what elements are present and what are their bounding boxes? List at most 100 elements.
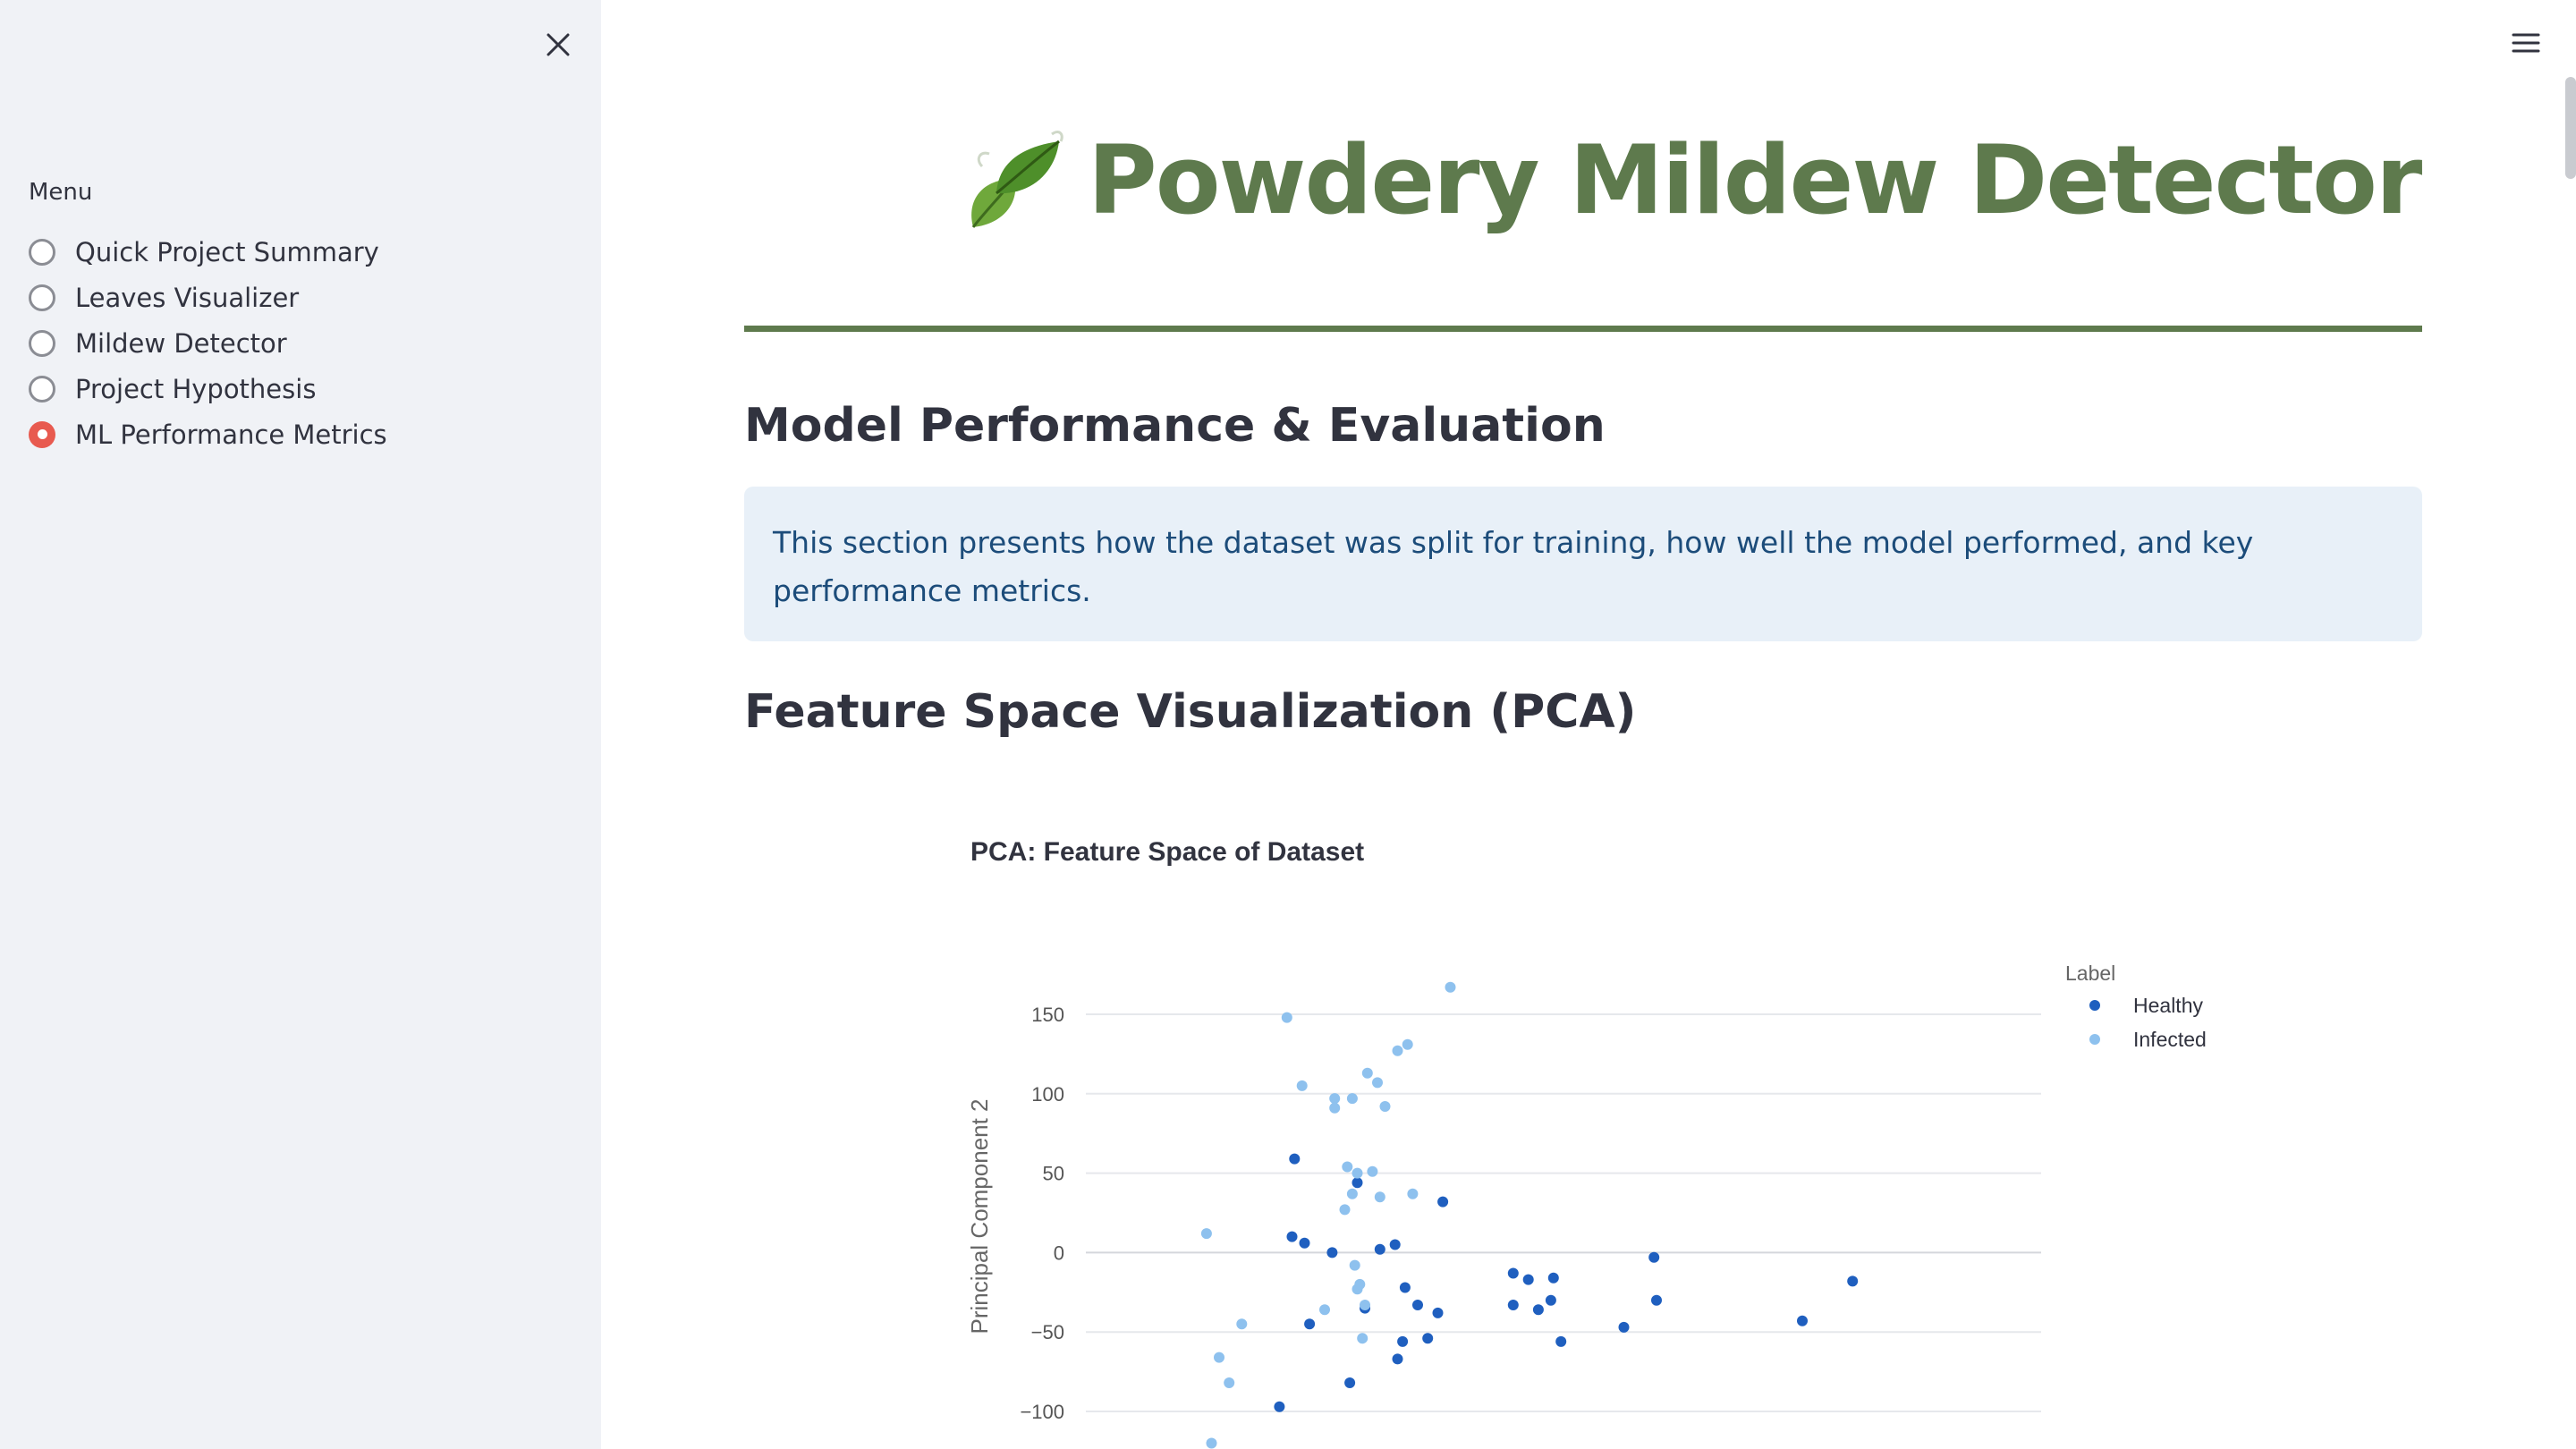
data-point-infected[interactable]	[1224, 1377, 1235, 1388]
close-icon	[547, 33, 570, 56]
data-point-healthy[interactable]	[1412, 1300, 1423, 1310]
data-point-infected[interactable]	[1346, 1093, 1358, 1105]
data-point-infected[interactable]	[1329, 1102, 1341, 1114]
title-text: Powdery Mildew Detector	[1088, 125, 2422, 235]
info-box: This section presents how the dataset wa…	[744, 487, 2422, 641]
leaves-icon	[971, 130, 1063, 228]
scrollbar-thumb[interactable]	[2565, 77, 2576, 179]
legend-marker-infected[interactable]	[2089, 1034, 2100, 1045]
y-axis-label: Principal Component 2	[966, 1098, 993, 1334]
data-point-healthy[interactable]	[1289, 1153, 1301, 1165]
chart-points	[1200, 981, 1859, 1449]
data-point-healthy[interactable]	[1797, 1315, 1808, 1326]
legend-marker-healthy[interactable]	[2089, 1000, 2100, 1011]
data-point-infected[interactable]	[1346, 1188, 1358, 1199]
data-point-healthy[interactable]	[1545, 1294, 1556, 1306]
chart-grid: 150 100 50 0 −50 −100	[1020, 1004, 2041, 1423]
data-point-infected[interactable]	[1206, 1437, 1217, 1449]
data-point-healthy[interactable]	[1432, 1307, 1444, 1318]
data-point-healthy[interactable]	[1422, 1333, 1434, 1344]
menu-item-project-hypothesis[interactable]: Project Hypothesis	[29, 366, 387, 411]
data-point-healthy[interactable]	[1547, 1272, 1559, 1284]
data-point-healthy[interactable]	[1274, 1401, 1285, 1412]
title-divider	[744, 326, 2422, 332]
section-heading-model-performance: Model Performance & Evaluation	[744, 399, 1606, 453]
data-point-infected[interactable]	[1392, 1045, 1403, 1056]
data-point-infected[interactable]	[1352, 1167, 1363, 1179]
menu-item-ml-performance-metrics[interactable]: ML Performance Metrics	[29, 411, 387, 457]
y-tick-label: 100	[1031, 1083, 1064, 1106]
menu-item-label: Project Hypothesis	[75, 373, 317, 404]
data-point-healthy[interactable]	[1352, 1177, 1363, 1189]
data-point-healthy[interactable]	[1522, 1274, 1534, 1285]
data-point-infected[interactable]	[1354, 1278, 1366, 1290]
data-point-healthy[interactable]	[1299, 1237, 1310, 1249]
data-point-healthy[interactable]	[1374, 1243, 1385, 1255]
chart-legend: Label Healthy Infected	[2065, 962, 2207, 1051]
data-point-healthy[interactable]	[1392, 1353, 1403, 1365]
info-text: This section presents how the dataset wa…	[773, 525, 2254, 608]
data-point-infected[interactable]	[1329, 1093, 1341, 1105]
data-point-healthy[interactable]	[1286, 1231, 1298, 1242]
data-point-infected[interactable]	[1374, 1191, 1385, 1203]
data-point-healthy[interactable]	[1532, 1304, 1544, 1316]
hamburger-menu-icon[interactable]	[2508, 25, 2544, 61]
menu-item-quick-project-summary[interactable]: Quick Project Summary	[29, 229, 387, 275]
data-point-infected[interactable]	[1319, 1304, 1330, 1316]
data-point-infected[interactable]	[1445, 981, 1456, 993]
legend-label-healthy[interactable]: Healthy	[2133, 994, 2203, 1017]
radio-button-icon[interactable]	[29, 284, 55, 311]
legend-title: Label	[2065, 962, 2115, 985]
data-point-infected[interactable]	[1200, 1228, 1212, 1240]
data-point-infected[interactable]	[1407, 1188, 1419, 1199]
close-sidebar-button[interactable]	[535, 21, 581, 68]
data-point-healthy[interactable]	[1507, 1300, 1519, 1310]
data-point-healthy[interactable]	[1651, 1294, 1662, 1306]
radio-button-icon[interactable]	[29, 329, 55, 357]
data-point-infected[interactable]	[1361, 1067, 1373, 1079]
menu-item-mildew-detector[interactable]: Mildew Detector	[29, 320, 387, 366]
data-point-healthy[interactable]	[1555, 1335, 1567, 1347]
data-point-healthy[interactable]	[1397, 1335, 1409, 1347]
radio-button-icon[interactable]	[29, 375, 55, 402]
data-point-healthy[interactable]	[1648, 1251, 1660, 1263]
data-point-healthy[interactable]	[1507, 1267, 1519, 1279]
data-point-infected[interactable]	[1296, 1080, 1308, 1091]
section-heading-pca: Feature Space Visualization (PCA)	[744, 685, 1637, 739]
data-point-healthy[interactable]	[1304, 1318, 1316, 1330]
data-point-infected[interactable]	[1236, 1318, 1248, 1330]
y-tick-label: −100	[1020, 1401, 1064, 1423]
data-point-healthy[interactable]	[1389, 1239, 1401, 1250]
legend-label-infected[interactable]: Infected	[2133, 1028, 2207, 1051]
data-point-infected[interactable]	[1372, 1077, 1383, 1089]
data-point-infected[interactable]	[1214, 1352, 1224, 1363]
pca-scatter-chart: PCA: Feature Space of Dataset 150 100 50 0 −…	[966, 837, 2207, 1449]
data-point-healthy[interactable]	[1326, 1247, 1338, 1258]
data-point-healthy[interactable]	[1847, 1275, 1859, 1287]
data-point-infected[interactable]	[1357, 1333, 1368, 1344]
data-point-healthy[interactable]	[1344, 1377, 1356, 1388]
data-point-healthy[interactable]	[1399, 1282, 1411, 1293]
data-point-infected[interactable]	[1379, 1101, 1391, 1112]
menu-item-label: Quick Project Summary	[75, 236, 379, 267]
data-point-infected[interactable]	[1339, 1204, 1351, 1216]
chart-title: PCA: Feature Space of Dataset	[970, 837, 1364, 867]
data-point-infected[interactable]	[1342, 1161, 1353, 1173]
page-title: Powdery Mildew Detector	[966, 125, 2422, 235]
data-point-infected[interactable]	[1402, 1038, 1413, 1050]
y-tick-label: −50	[1031, 1321, 1064, 1343]
main-content	[601, 0, 2576, 1449]
data-point-infected[interactable]	[1349, 1259, 1360, 1271]
menu-item-leaves-visualizer[interactable]: Leaves Visualizer	[29, 275, 387, 320]
data-point-healthy[interactable]	[1437, 1196, 1449, 1208]
menu-label: Menu	[29, 179, 93, 206]
menu-item-label: Leaves Visualizer	[75, 282, 300, 313]
menu-item-label: ML Performance Metrics	[75, 419, 387, 450]
data-point-infected[interactable]	[1281, 1012, 1292, 1023]
menu-radio-group: Quick Project Summary Leaves Visualizer …	[29, 229, 387, 457]
data-point-infected[interactable]	[1360, 1300, 1370, 1310]
radio-button-icon[interactable]	[29, 238, 55, 266]
data-point-healthy[interactable]	[1618, 1321, 1630, 1333]
data-point-infected[interactable]	[1367, 1165, 1378, 1177]
radio-button-selected-icon[interactable]	[29, 420, 55, 448]
